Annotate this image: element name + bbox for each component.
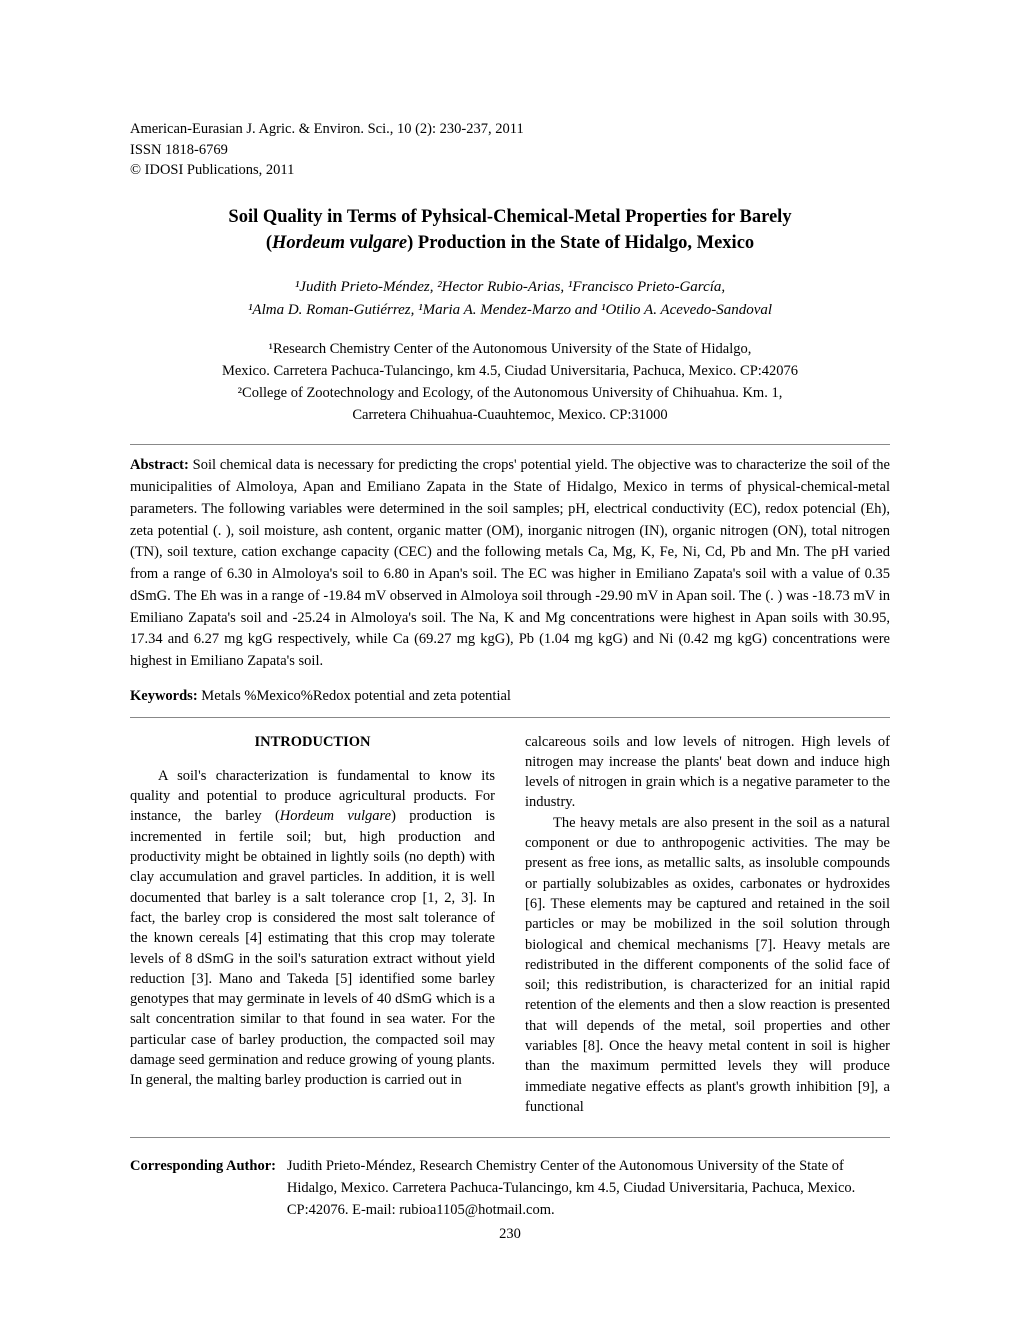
divider-top	[130, 444, 890, 445]
corresponding-text: Judith Prieto-Méndez, Research Chemistry…	[287, 1156, 867, 1221]
abstract-text: Soil chemical data is necessary for pred…	[130, 457, 890, 669]
journal-issn: ISSN 1818-6769	[130, 141, 890, 161]
authors-line-1: ¹Judith Prieto-Méndez, ²Hector Rubio-Ari…	[295, 279, 725, 295]
introduction-heading: INTRODUCTION	[130, 732, 495, 752]
affiliation-2-line-2: Carretera Chihuahua-Cuauhtemoc, Mexico. …	[130, 405, 890, 427]
title-line-1: Soil Quality in Terms of Pyhsical-Chemic…	[228, 207, 791, 227]
divider-bottom	[130, 1137, 890, 1138]
journal-copyright: © IDOSI Publications, 2011	[130, 161, 890, 181]
page-number: 230	[130, 1225, 890, 1245]
affiliations: ¹Research Chemistry Center of the Autono…	[130, 339, 890, 426]
journal-citation: American-Eurasian J. Agric. & Environ. S…	[130, 120, 890, 140]
corresponding-author: Corresponding Author: Judith Prieto-Ménd…	[130, 1156, 890, 1221]
affiliation-1-line-1: ¹Research Chemistry Center of the Autono…	[130, 339, 890, 361]
keywords-block: Keywords: Metals %Mexico%Redox potential…	[130, 687, 890, 707]
keywords-text: Metals %Mexico%Redox potential and zeta …	[198, 688, 511, 704]
intro-paragraph-2b: The heavy metals are also present in the…	[525, 813, 890, 1117]
title-line-2: (Hordeum vulgare) Production in the Stat…	[266, 233, 754, 253]
paper-title: Soil Quality in Terms of Pyhsical-Chemic…	[130, 205, 890, 257]
body-columns: INTRODUCTION A soil's characterization i…	[130, 732, 890, 1118]
intro-paragraph-2a: calcareous soils and low levels of nitro…	[525, 732, 890, 813]
keywords-label: Keywords:	[130, 688, 198, 704]
journal-header: American-Eurasian J. Agric. & Environ. S…	[130, 120, 890, 181]
authors: ¹Judith Prieto-Méndez, ²Hector Rubio-Ari…	[130, 276, 890, 321]
divider-middle	[130, 717, 890, 718]
corresponding-label: Corresponding Author:	[130, 1156, 276, 1178]
abstract-label: Abstract:	[130, 457, 189, 473]
column-right: calcareous soils and low levels of nitro…	[525, 732, 890, 1118]
authors-line-2: ¹Alma D. Roman-Gutiérrez, ¹Maria A. Mend…	[248, 302, 772, 318]
abstract-block: Abstract: Soil chemical data is necessar…	[130, 455, 890, 673]
column-left: INTRODUCTION A soil's characterization i…	[130, 732, 495, 1118]
affiliation-1-line-2: Mexico. Carretera Pachuca-Tulancingo, km…	[130, 361, 890, 383]
affiliation-2-line-1: ²College of Zootechnology and Ecology, o…	[130, 383, 890, 405]
intro-paragraph-1: A soil's characterization is fundamental…	[130, 766, 495, 1091]
